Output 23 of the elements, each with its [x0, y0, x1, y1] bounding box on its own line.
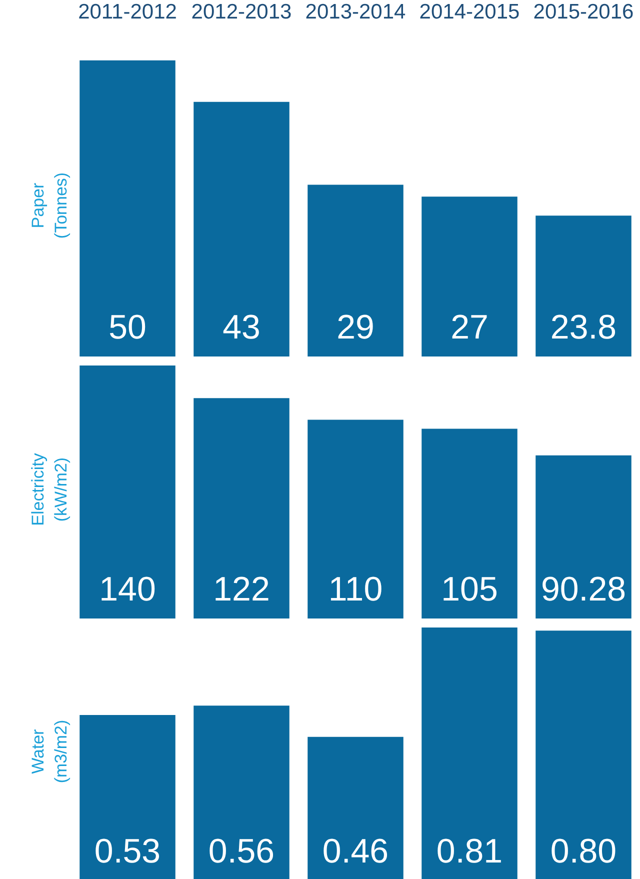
data-label: 50	[108, 308, 146, 346]
data-label: 43	[222, 308, 260, 346]
data-label: 0.80	[550, 832, 617, 870]
data-label: 122	[213, 570, 270, 608]
data-label: 90.28	[540, 570, 626, 608]
data-label: 29	[336, 308, 374, 346]
data-label: 23.8	[550, 308, 617, 346]
data-label: 105	[441, 570, 498, 608]
data-label: 140	[99, 570, 156, 608]
x-tick-label: 2015-2016	[533, 0, 634, 24]
data-label: 0.46	[322, 832, 389, 870]
x-tick-label: 2011-2012	[78, 0, 177, 24]
data-label: 0.56	[208, 832, 275, 870]
data-label: 110	[328, 570, 383, 608]
x-tick-label: 2014-2015	[419, 0, 520, 24]
y-axis-title: Paper (Tonnes)	[28, 172, 70, 239]
x-tick-label: 2012-2013	[191, 0, 292, 24]
data-label: 0.81	[436, 832, 503, 870]
y-axis-title: Water (m3/m2)	[28, 720, 70, 784]
data-label: 0.53	[94, 832, 161, 870]
data-label: 27	[450, 308, 488, 346]
x-tick-label: 2013-2014	[305, 0, 406, 24]
y-axis-title: Electricity (kW/m2)	[28, 452, 70, 526]
